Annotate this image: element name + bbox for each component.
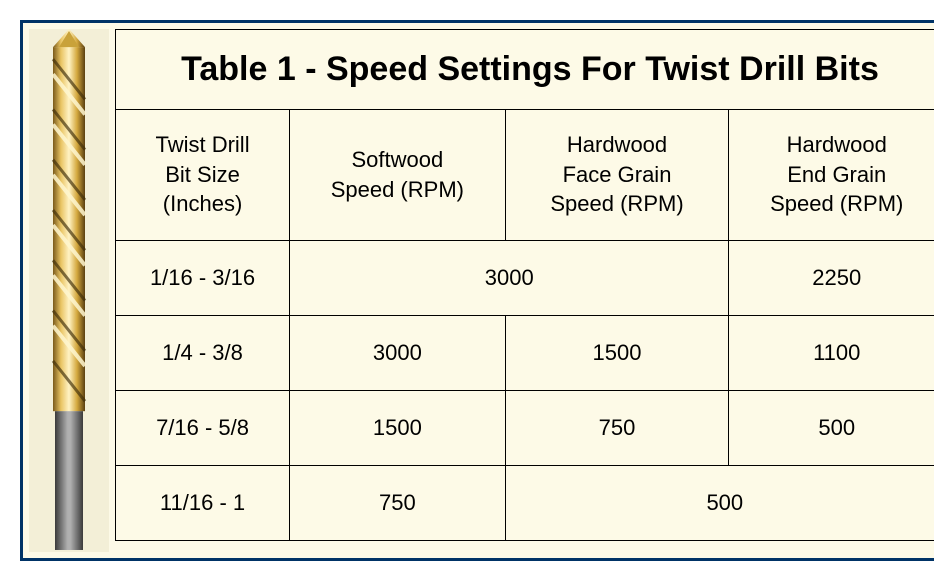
table-header-row: Twist DrillBit Size(Inches)SoftwoodSpeed…: [116, 109, 934, 240]
table-body: 1/16 - 3/16300022501/4 - 3/8300015001100…: [116, 240, 934, 540]
table-title: Table 1 - Speed Settings For Twist Drill…: [115, 29, 934, 109]
table-cell: 500: [505, 465, 934, 540]
table-container: Table 1 - Speed Settings For Twist Drill…: [20, 20, 934, 561]
table-cell: 1500: [290, 390, 506, 465]
column-header: HardwoodFace GrainSpeed (RPM): [505, 109, 729, 240]
table-cell: 3000: [290, 240, 729, 315]
table-row: 7/16 - 5/81500750500: [116, 390, 934, 465]
column-header: HardwoodEnd GrainSpeed (RPM): [729, 109, 934, 240]
table-cell: 1100: [729, 315, 934, 390]
table-cell: 2250: [729, 240, 934, 315]
table-cell: 1500: [505, 315, 729, 390]
table-cell: 500: [729, 390, 934, 465]
column-header: Twist DrillBit Size(Inches): [116, 109, 290, 240]
table-cell: 1/4 - 3/8: [116, 315, 290, 390]
table-cell: 750: [290, 465, 506, 540]
table-head: Twist DrillBit Size(Inches)SoftwoodSpeed…: [116, 109, 934, 240]
table-cell: 1/16 - 3/16: [116, 240, 290, 315]
table-row: 11/16 - 1750500: [116, 465, 934, 540]
table-cell: 3000: [290, 315, 506, 390]
speed-table: Twist DrillBit Size(Inches)SoftwoodSpeed…: [115, 109, 934, 541]
table-row: 1/4 - 3/8300015001100: [116, 315, 934, 390]
table-row: 1/16 - 3/1630002250: [116, 240, 934, 315]
column-header: SoftwoodSpeed (RPM): [290, 109, 506, 240]
table-right-panel: Table 1 - Speed Settings For Twist Drill…: [109, 29, 934, 552]
table-cell: 11/16 - 1: [116, 465, 290, 540]
table-cell: 7/16 - 5/8: [116, 390, 290, 465]
drill-bit-image: [29, 29, 109, 552]
table-cell: 750: [505, 390, 729, 465]
